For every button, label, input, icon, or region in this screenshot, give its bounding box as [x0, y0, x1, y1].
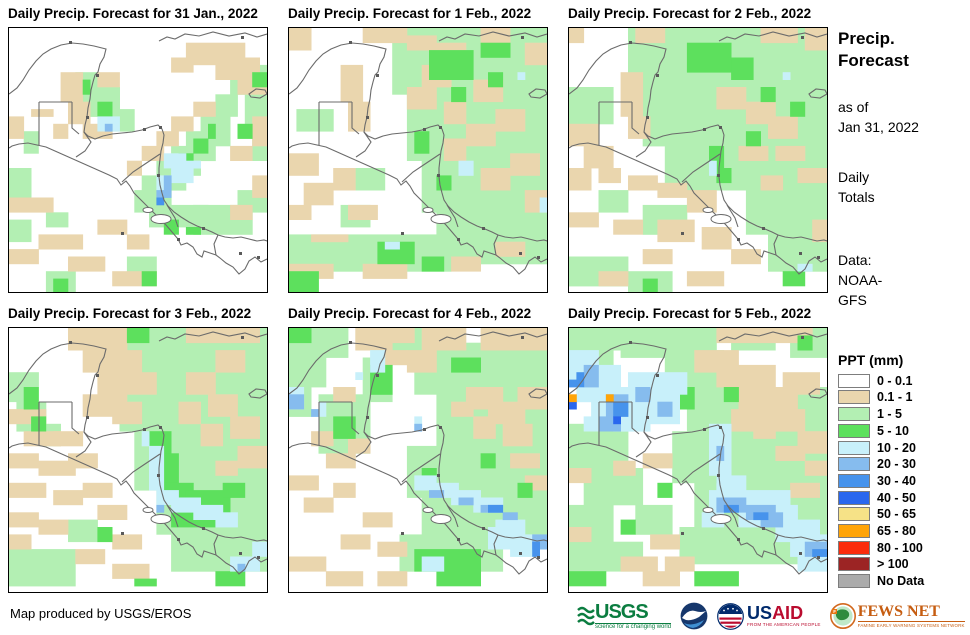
legend-item: 50 - 65	[838, 507, 968, 522]
legend-label: 65 - 80	[877, 523, 916, 538]
panel-title: Daily Precip. Forecast for 31 Jan., 2022	[8, 6, 258, 21]
legend-label: 0.1 - 1	[877, 390, 913, 405]
legend-label: 5 - 10	[877, 423, 909, 438]
legend-label: 80 - 100	[877, 540, 923, 555]
legend-swatch	[838, 507, 870, 522]
usgs-wave-icon	[577, 606, 595, 626]
precip-map	[568, 327, 828, 593]
data-source-label: Data:	[838, 252, 872, 268]
totals-line1: Daily	[838, 169, 870, 185]
totals-block: Daily Totals	[838, 167, 966, 207]
legend-swatch	[838, 440, 870, 455]
legend-item: 0.1 - 1	[838, 390, 968, 405]
precip-map	[288, 327, 548, 593]
precip-map-canvas	[9, 328, 267, 587]
legend-item: 20 - 30	[838, 457, 968, 472]
legend-swatch	[838, 390, 870, 405]
legend-item: 10 - 20	[838, 440, 968, 455]
legend-label: 1 - 5	[877, 407, 903, 422]
legend-label: 0 - 0.1	[877, 373, 913, 388]
legend-label: 30 - 40	[877, 473, 916, 488]
usgs-logo-tagline: science for a changing world	[595, 622, 672, 631]
precip-map	[288, 27, 548, 293]
legend-item: 65 - 80	[838, 523, 968, 538]
forecast-panel: Daily Precip. Forecast for 2 Feb., 2022	[568, 6, 836, 293]
legend-swatch	[838, 457, 870, 472]
fewsnet-globe-icon: F	[829, 603, 856, 629]
legend-item: > 100	[838, 557, 968, 572]
forecast-panel: Daily Precip. Forecast for 5 Feb., 2022	[568, 306, 836, 593]
totals-line2: Totals	[838, 189, 875, 205]
legend-item: 1 - 5	[838, 407, 968, 422]
forecast-panel: Daily Precip. Forecast for 3 Feb., 2022	[8, 306, 276, 593]
legend-swatch	[838, 473, 870, 488]
svg-text:F: F	[833, 609, 836, 614]
legend-item: 80 - 100	[838, 540, 968, 555]
precip-map-canvas	[9, 31, 267, 292]
legend-item: 30 - 40	[838, 473, 968, 488]
legend-label: 10 - 20	[877, 440, 916, 455]
precip-map	[8, 27, 268, 293]
sidebar-title: Precip. Forecast	[838, 28, 966, 72]
legend-swatch	[838, 490, 870, 505]
as-of-block: as of Jan 31, 2022	[838, 97, 966, 137]
legend-swatch	[838, 523, 870, 538]
data-source-line2: GFS	[838, 292, 867, 308]
panel-title: Daily Precip. Forecast for 4 Feb., 2022	[288, 306, 532, 321]
usgs-logo-name: USGS	[595, 600, 649, 623]
usaid-name-aid: AID	[772, 602, 804, 623]
usaid-logo-name: USAID	[747, 604, 821, 622]
usgs-logo: USGS science for a changing world	[577, 600, 672, 631]
fewsnet-logo: F FEWS NET FAMINE EARLY WARNING SYSTEMS …	[829, 603, 965, 629]
as-of-date: Jan 31, 2022	[838, 119, 919, 135]
legend-label: 20 - 30	[877, 457, 916, 472]
legend-swatch	[838, 407, 870, 422]
legend-label: 40 - 50	[877, 490, 916, 505]
precip-map	[8, 327, 268, 593]
footer-logos: USGS science for a changing world USAID …	[577, 599, 965, 633]
precip-map-canvas	[289, 28, 547, 292]
legend-title: PPT (mm)	[838, 352, 904, 368]
legend-swatch	[838, 423, 870, 438]
legend-swatch	[838, 557, 870, 572]
legend-swatch	[838, 574, 870, 588]
map-credit: Map produced by USGS/EROS	[10, 606, 192, 621]
legend-label: No Data	[877, 574, 925, 588]
precip-map	[568, 27, 828, 293]
precip-map-canvas	[569, 28, 827, 292]
fewsnet-logo-name: FEWS NET	[857, 604, 965, 623]
panel-title: Daily Precip. Forecast for 3 Feb., 2022	[8, 306, 252, 321]
noaa-logo	[680, 602, 708, 630]
usaid-logo: USAID FROM THE AMERICAN PEOPLE	[717, 602, 821, 630]
legend-item: 0 - 0.1	[838, 373, 968, 388]
data-source-block: Data: NOAA- GFS	[838, 250, 966, 310]
legend-item: No Data	[838, 574, 968, 588]
fewsnet-logo-tagline: FAMINE EARLY WARNING SYSTEMS NETWORK	[857, 622, 965, 628]
usaid-emblem-icon	[717, 602, 744, 630]
noaa-emblem-icon	[680, 602, 708, 630]
sidebar-title-line2: Forecast	[838, 51, 909, 70]
legend-item: 40 - 50	[838, 490, 968, 505]
legend-item: 5 - 10	[838, 423, 968, 438]
legend-swatch	[838, 540, 870, 555]
sidebar-title-line1: Precip.	[838, 29, 895, 48]
usaid-name-us: US	[747, 602, 773, 623]
panel-title: Daily Precip. Forecast for 2 Feb., 2022	[568, 6, 812, 21]
precip-map-canvas	[569, 328, 827, 587]
panel-title: Daily Precip. Forecast for 1 Feb., 2022	[288, 6, 532, 21]
forecast-panel: Daily Precip. Forecast for 4 Feb., 2022	[288, 306, 556, 593]
precip-map-canvas	[289, 328, 547, 587]
forecast-panel: Daily Precip. Forecast for 1 Feb., 2022	[288, 6, 556, 293]
legend-label: > 100	[877, 557, 909, 572]
data-source-line1: NOAA-	[838, 272, 883, 288]
legend-swatch	[838, 373, 870, 388]
forecast-panel: Daily Precip. Forecast for 31 Jan., 2022	[8, 6, 276, 293]
legend-label: 50 - 65	[877, 507, 916, 522]
panel-title: Daily Precip. Forecast for 5 Feb., 2022	[568, 306, 812, 321]
as-of-label: as of	[838, 99, 869, 115]
usaid-logo-tagline: FROM THE AMERICAN PEOPLE	[747, 622, 821, 628]
